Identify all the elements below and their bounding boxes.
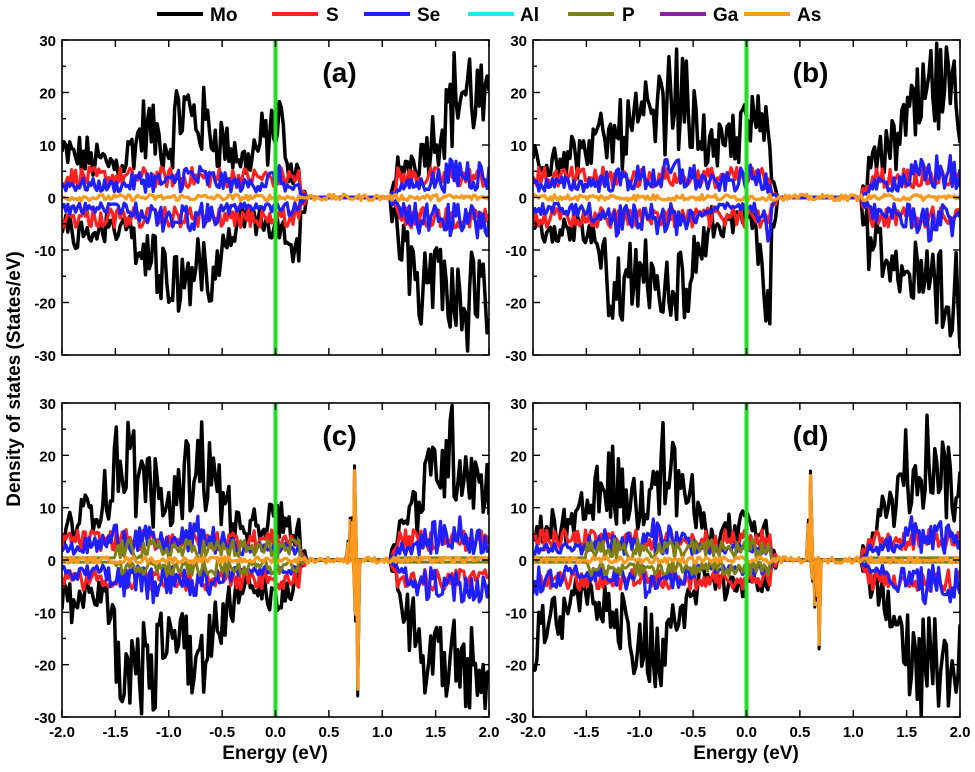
y-tick-label: -10 [505,243,527,260]
series-as-line [813,558,823,646]
y-tick-label: 10 [39,501,56,518]
y-tick-label: 0 [519,191,527,208]
panel-label: (d) [793,420,829,451]
y-tick-label: 30 [510,33,527,50]
panel-d: 30 20 10 0 -10 -20 -30-2.0 -1.5 -1.0 -0.5 0.0 0.5 1.… [505,396,970,741]
y-tick-label: 10 [510,501,527,518]
x-tick-label: 0.0 [736,724,757,741]
y-tick-label: 30 [39,396,56,413]
legend-label-se: Se [417,5,440,26]
x-tick-label: -2.0 [49,724,75,741]
x-tick-label: 1.0 [843,724,864,741]
y-tick-label: 20 [510,448,527,465]
y-tick-label: -20 [505,658,527,675]
x-tick-label: 2.0 [950,724,971,741]
y-tick-label: 0 [48,553,56,570]
x-tick-label: -0.5 [209,724,235,741]
x-tick-label: -1.0 [627,724,653,741]
panel-label: (a) [322,57,356,88]
y-tick-label: 10 [39,138,56,155]
x-tick-label: -1.5 [102,724,128,741]
legend-label-al: Al [520,5,539,26]
x-tick-label: -0.5 [680,724,706,741]
y-tick-label: 10 [510,138,527,155]
y-tick-label: -20 [34,658,56,675]
legend: Mo S Se Al P Ga As [157,5,821,26]
x-tick-label: -2.0 [520,724,546,741]
panels: 3020100-10-20-30(a)3020100-10-20-30(b)30… [34,33,970,741]
y-tick-label: -20 [34,296,56,313]
y-tick-label: 20 [39,448,56,465]
x-tick-label: 2.0 [479,724,500,741]
x-tick-label: -1.0 [156,724,182,741]
legend-label-p: P [622,5,635,26]
y-tick-label: -10 [34,243,56,260]
x-tick-label: 1.5 [425,724,446,741]
panel-label: (b) [793,57,829,88]
x-tick-label: 1.0 [372,724,393,741]
y-tick-label: 30 [510,396,527,413]
y-tick-label: 30 [39,33,56,50]
y-tick-label: 20 [39,86,56,103]
legend-label-as: As [797,5,821,26]
y-tick-label: -20 [505,296,527,313]
y-axis-label: Density of states (States/eV) [4,251,25,507]
series-as-line [351,558,362,691]
x-tick-label: 0.0 [265,724,286,741]
legend-label-ga: Ga [713,5,739,26]
y-tick-label: 0 [48,191,56,208]
x-tick-label: 0.5 [789,724,810,741]
legend-label-s: S [326,5,339,26]
x-tick-label: -1.5 [573,724,599,741]
y-tick-label: -10 [34,605,56,622]
series-as-line [804,474,815,562]
y-tick-label: -30 [505,710,527,727]
x-axis-label-right: Energy (eV) [693,743,799,764]
legend-label-mo: Mo [210,5,237,26]
x-tick-label: 1.5 [896,724,917,741]
panel-a: 30 20 10 0 -10 -20 -30 (a) [34,33,490,365]
y-tick-label: -30 [34,348,56,365]
panel-c: 30 20 10 0 -10 -20 -30-2.0 -1.5 -1.0 -0.5 0.0 0.5 1.… [34,396,499,741]
panel-label: (c) [322,420,356,451]
y-tick-label: 20 [510,86,527,103]
y-tick-label: -30 [34,710,56,727]
x-tick-label: 0.5 [318,724,339,741]
y-tick-label: -30 [505,348,527,365]
series-as-line [348,469,359,562]
y-tick-label: 0 [519,553,527,570]
panel-b: 30 20 10 0 -10 -20 -30 (b) [505,33,961,365]
y-tick-label: -10 [505,605,527,622]
x-axis-label-left: Energy (eV) [222,743,328,764]
